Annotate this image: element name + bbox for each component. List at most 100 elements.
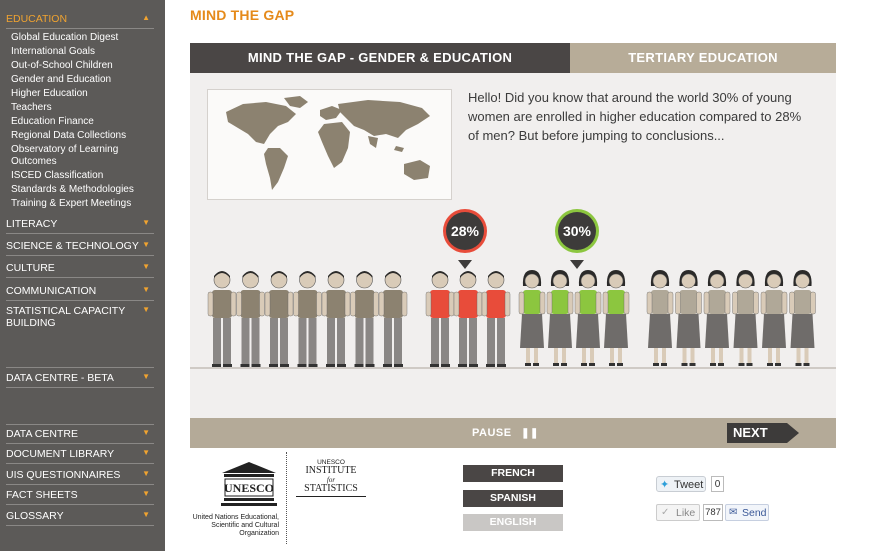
sidebar-item-observatory-of-learning-outcomes[interactable]: Observatory of Learning Outcomes — [11, 144, 119, 167]
sidebar-divider — [6, 367, 154, 368]
sidebar-section-label: DATA CENTRE — [6, 428, 78, 440]
sidebar-section-label: CULTURE — [6, 262, 55, 274]
thumbs-up-icon: ✓ — [661, 507, 670, 518]
sidebar-section-data-centre-beta[interactable]: DATA CENTRE - BETA ▼ — [6, 372, 154, 388]
tweet-button[interactable]: ✦ Tweet — [656, 476, 706, 492]
sidebar-section-label: COMMUNICATION — [6, 285, 97, 297]
lang-english-button[interactable]: ENGLISH — [463, 514, 563, 531]
like-button[interactable]: ✓ Like — [656, 504, 700, 521]
pause-button[interactable]: PAUSE ❚❚ — [472, 418, 539, 448]
chevron-down-icon: ▼ — [142, 469, 150, 478]
sidebar: EDUCATION ▲ Global Education Digest Inte… — [0, 0, 165, 551]
unesco-caption: United Nations Educational, Scientific a… — [192, 514, 279, 537]
pointer-down-icon — [570, 260, 584, 269]
sidebar-section-literacy[interactable]: LITERACY ▼ — [6, 218, 154, 234]
unesco-logo: UNESCO — [220, 460, 278, 508]
man-enrolled-figure — [481, 271, 511, 367]
sidebar-item-education-finance[interactable]: Education Finance — [11, 116, 94, 127]
sidebar-section-label: DOCUMENT LIBRARY — [6, 448, 115, 460]
chevron-down-icon: ▼ — [142, 218, 150, 227]
woman-figure — [703, 270, 731, 366]
chevron-down-icon: ▼ — [142, 240, 150, 249]
woman-figure — [675, 270, 702, 366]
sidebar-item-higher-education[interactable]: Higher Education — [11, 88, 88, 99]
sidebar-section-label: UIS QUESTIONNAIRES — [6, 469, 121, 481]
uis-small: UNESCO — [317, 459, 345, 466]
sidebar-item-international-goals[interactable]: International Goals — [11, 46, 95, 57]
sidebar-section-label: GLOSSARY — [6, 510, 64, 522]
people-row — [207, 270, 816, 367]
sidebar-section-education[interactable]: EDUCATION ▲ — [6, 13, 154, 29]
infographic-panel: MIND THE GAP - GENDER & EDUCATION TERTIA… — [190, 43, 836, 448]
unesco-wordmark: UNESCO — [224, 481, 274, 495]
women-percent-bubble: 30% — [558, 212, 596, 250]
sidebar-section-label: FACT SHEETS — [6, 489, 78, 501]
woman-figure — [646, 270, 674, 366]
tweet-count: 0 — [711, 476, 724, 492]
woman-enrolled-figure — [518, 270, 546, 366]
tab-tertiary-education[interactable]: TERTIARY EDUCATION — [570, 43, 836, 73]
chevron-down-icon: ▼ — [142, 428, 150, 437]
world-map — [207, 89, 452, 200]
sidebar-item-teachers[interactable]: Teachers — [11, 102, 52, 113]
uis-line1: INSTITUTE — [305, 465, 357, 476]
sidebar-item-out-of-school-children[interactable]: Out-of-School Children — [11, 60, 113, 71]
sidebar-section-document-library[interactable]: DOCUMENT LIBRARY ▼ — [6, 448, 154, 464]
man-figure — [378, 271, 408, 367]
man-figure — [321, 271, 351, 367]
unesco-temple-icon: UNESCO — [221, 462, 277, 506]
sidebar-item-isced-classification[interactable]: ISCED Classification — [11, 170, 104, 181]
sidebar-item-global-education-digest[interactable]: Global Education Digest — [11, 32, 119, 43]
logo-divider — [286, 452, 287, 544]
tweet-label: Tweet — [674, 479, 704, 491]
woman-enrolled-figure — [574, 270, 602, 366]
chevron-down-icon: ▼ — [142, 510, 150, 519]
sidebar-section-glossary[interactable]: GLOSSARY ▼ — [6, 510, 154, 526]
woman-figure — [732, 270, 759, 366]
sidebar-section-label: STATISTICAL CAPACITY BUILDING — [6, 305, 126, 329]
sidebar-section-label: SCIENCE & TECHNOLOGY — [6, 240, 139, 252]
woman-figure — [760, 270, 788, 366]
sidebar-item-gender-and-education[interactable]: Gender and Education — [11, 74, 112, 85]
chevron-down-icon: ▼ — [142, 285, 150, 294]
uis-line3: STATISTICS — [296, 484, 366, 497]
lang-french-button[interactable]: FRENCH — [463, 465, 563, 482]
like-count: 787 — [703, 504, 723, 521]
player-controls: PAUSE ❚❚ NEXT — [190, 418, 836, 448]
sidebar-divider — [6, 424, 154, 425]
pause-icon: ❚❚ — [521, 428, 539, 439]
chevron-down-icon: ▼ — [142, 372, 150, 381]
woman-enrolled-figure — [602, 270, 630, 366]
man-figure — [207, 271, 237, 367]
sidebar-section-culture[interactable]: CULTURE ▼ — [6, 262, 154, 278]
sidebar-section-statistical-capacity-building[interactable]: STATISTICAL CAPACITY BUILDING ▼ — [6, 305, 150, 332]
sidebar-section-fact-sheets[interactable]: FACT SHEETS ▼ — [6, 489, 154, 505]
uis-logo: UNESCO INSTITUTE for STATISTICS — [296, 459, 366, 497]
sidebar-section-communication[interactable]: COMMUNICATION ▼ — [6, 285, 154, 301]
chevron-down-icon: ▼ — [142, 305, 150, 314]
sidebar-section-science-technology[interactable]: SCIENCE & TECHNOLOGY ▼ — [6, 240, 154, 256]
sidebar-section-data-centre[interactable]: DATA CENTRE ▼ — [6, 428, 154, 444]
sidebar-item-regional-data-collections[interactable]: Regional Data Collections — [11, 130, 127, 141]
ground-line — [190, 367, 836, 369]
sidebar-section-uis-questionnaires[interactable]: UIS QUESTIONNAIRES ▼ — [6, 469, 154, 485]
sidebar-section-label: LITERACY — [6, 218, 58, 230]
pause-label: PAUSE — [472, 427, 512, 439]
woman-figure — [789, 270, 816, 366]
intro-text: Hello! Did you know that around the worl… — [468, 90, 802, 143]
world-map-icon — [226, 96, 430, 190]
tab-gender-education[interactable]: MIND THE GAP - GENDER & EDUCATION — [190, 43, 570, 73]
man-figure — [293, 271, 322, 367]
uis-line2: for — [326, 476, 336, 484]
page-title: MIND THE GAP — [190, 7, 295, 23]
next-button[interactable]: NEXT — [727, 423, 799, 443]
chevron-down-icon: ▼ — [142, 489, 150, 498]
send-button[interactable]: ✉ Send — [725, 504, 769, 521]
man-enrolled-figure — [453, 271, 483, 367]
chevron-down-icon: ▼ — [142, 448, 150, 457]
sidebar-item-training-expert-meetings[interactable]: Training & Expert Meetings — [11, 198, 132, 209]
chevron-up-icon: ▲ — [142, 13, 150, 22]
men-percent-bubble: 28% — [446, 212, 484, 250]
lang-spanish-button[interactable]: SPANISH — [463, 490, 563, 507]
sidebar-item-standards-methodologies[interactable]: Standards & Methodologies — [11, 184, 134, 195]
